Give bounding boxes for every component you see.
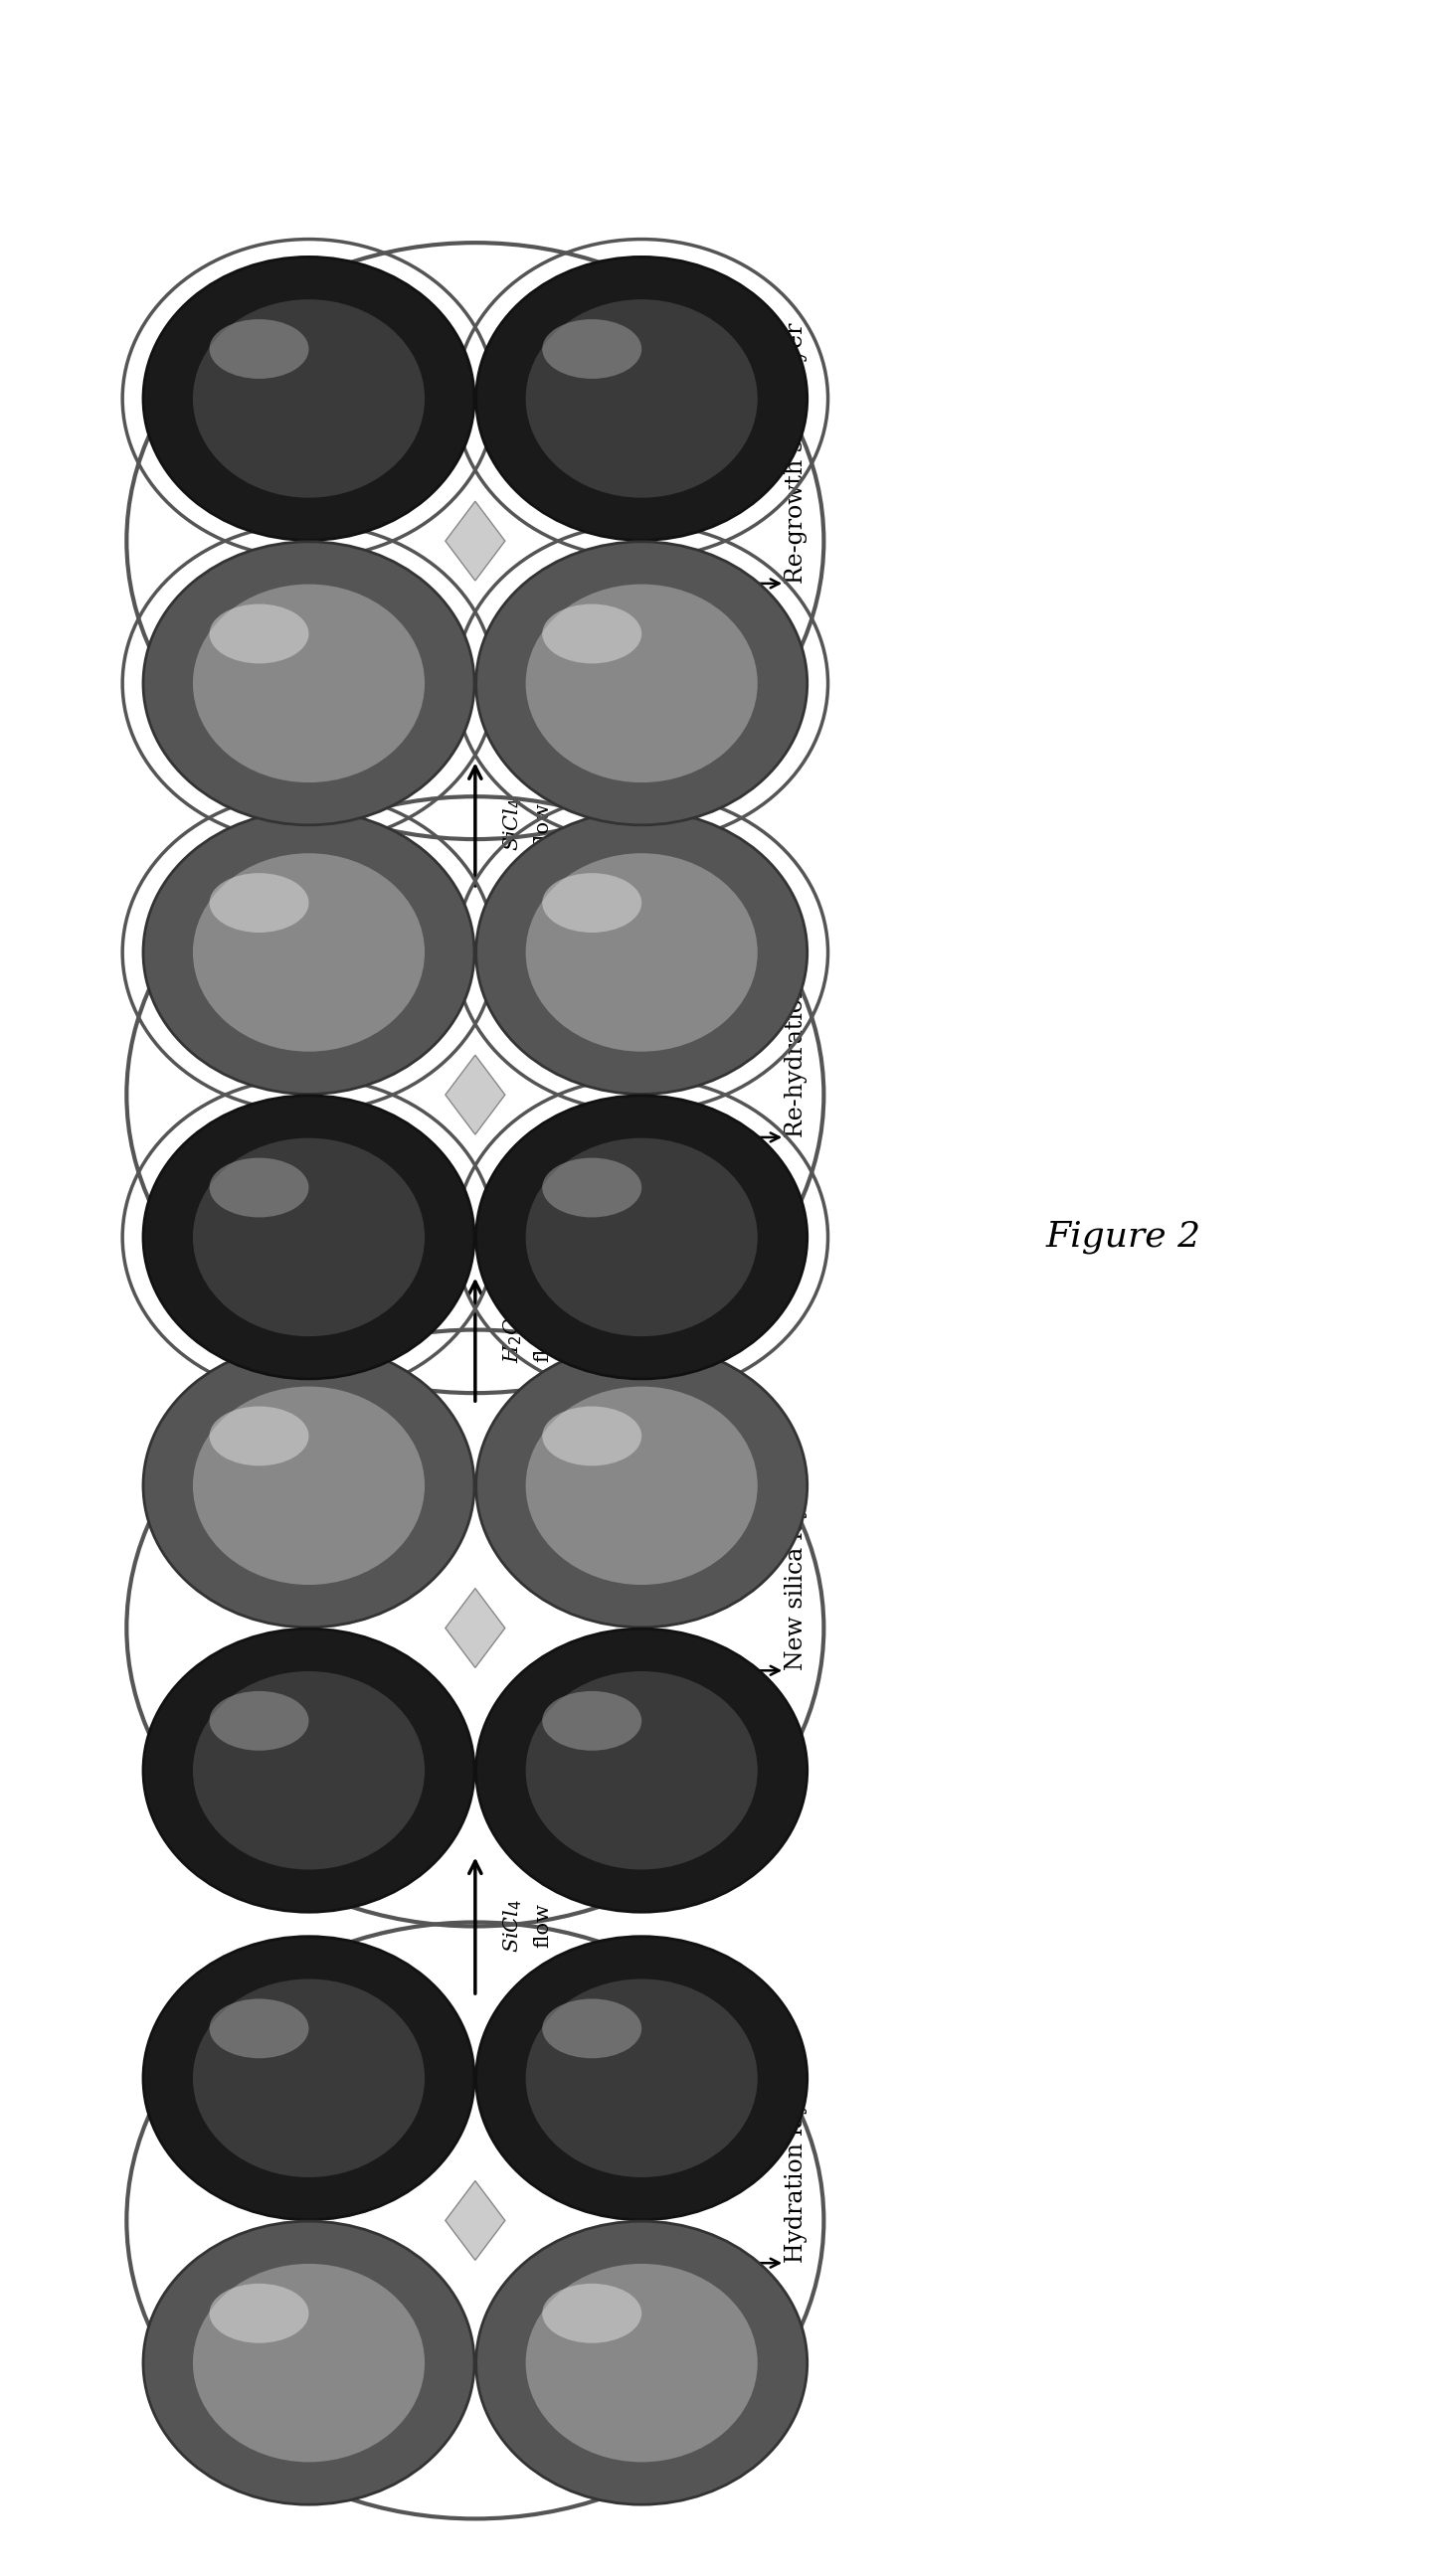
Ellipse shape xyxy=(477,811,808,1095)
Ellipse shape xyxy=(209,1406,308,1466)
Ellipse shape xyxy=(209,1999,308,2058)
Ellipse shape xyxy=(477,1345,808,1628)
Ellipse shape xyxy=(526,2264,757,2463)
Ellipse shape xyxy=(209,1157,308,1218)
Ellipse shape xyxy=(526,1672,757,1870)
Ellipse shape xyxy=(193,1978,425,2177)
Ellipse shape xyxy=(209,1690,308,1752)
Ellipse shape xyxy=(193,853,425,1051)
Ellipse shape xyxy=(526,1386,757,1584)
Ellipse shape xyxy=(526,299,757,497)
Text: New silica layer: New silica layer xyxy=(785,1479,808,1669)
Ellipse shape xyxy=(526,585,757,783)
Ellipse shape xyxy=(543,1999,642,2058)
Ellipse shape xyxy=(543,2282,642,2344)
Ellipse shape xyxy=(209,873,308,933)
Ellipse shape xyxy=(143,541,474,824)
Ellipse shape xyxy=(143,1937,474,2221)
Ellipse shape xyxy=(543,603,642,665)
Ellipse shape xyxy=(193,2264,425,2463)
Text: Figure 2: Figure 2 xyxy=(1045,1218,1201,1255)
Ellipse shape xyxy=(143,1628,474,1911)
Ellipse shape xyxy=(543,873,642,933)
Text: flow: flow xyxy=(533,1316,552,1363)
Ellipse shape xyxy=(477,1628,808,1911)
Text: flow: flow xyxy=(533,801,552,848)
Ellipse shape xyxy=(209,319,308,379)
Ellipse shape xyxy=(543,1406,642,1466)
Ellipse shape xyxy=(209,2282,308,2344)
Ellipse shape xyxy=(543,1690,642,1752)
Text: flow: flow xyxy=(533,1904,552,1947)
Ellipse shape xyxy=(143,811,474,1095)
Ellipse shape xyxy=(193,1672,425,1870)
Ellipse shape xyxy=(543,319,642,379)
Ellipse shape xyxy=(193,585,425,783)
Ellipse shape xyxy=(143,258,474,541)
Text: Re-hydration layer: Re-hydration layer xyxy=(785,914,808,1139)
Polygon shape xyxy=(445,2182,505,2259)
Ellipse shape xyxy=(193,299,425,497)
Polygon shape xyxy=(445,1589,505,1667)
Text: H$_2$O: H$_2$O xyxy=(501,1316,524,1363)
Ellipse shape xyxy=(477,541,808,824)
Text: Re-growth silica layer: Re-growth silica layer xyxy=(785,322,808,582)
Ellipse shape xyxy=(477,2221,808,2504)
Ellipse shape xyxy=(526,853,757,1051)
Ellipse shape xyxy=(143,1345,474,1628)
Ellipse shape xyxy=(209,603,308,665)
Ellipse shape xyxy=(526,1139,757,1337)
Text: SiCl$_{4}$: SiCl$_{4}$ xyxy=(501,1899,524,1953)
Text: Hydration layer: Hydration layer xyxy=(785,2076,808,2262)
Ellipse shape xyxy=(143,1095,474,1378)
Ellipse shape xyxy=(543,1157,642,1218)
Ellipse shape xyxy=(477,258,808,541)
Ellipse shape xyxy=(193,1386,425,1584)
Polygon shape xyxy=(445,1056,505,1133)
Ellipse shape xyxy=(477,1937,808,2221)
Polygon shape xyxy=(445,502,505,580)
Ellipse shape xyxy=(477,1095,808,1378)
Ellipse shape xyxy=(526,1978,757,2177)
Ellipse shape xyxy=(193,1139,425,1337)
Ellipse shape xyxy=(143,2221,474,2504)
Text: SiCl$_{4}$: SiCl$_{4}$ xyxy=(501,799,524,850)
